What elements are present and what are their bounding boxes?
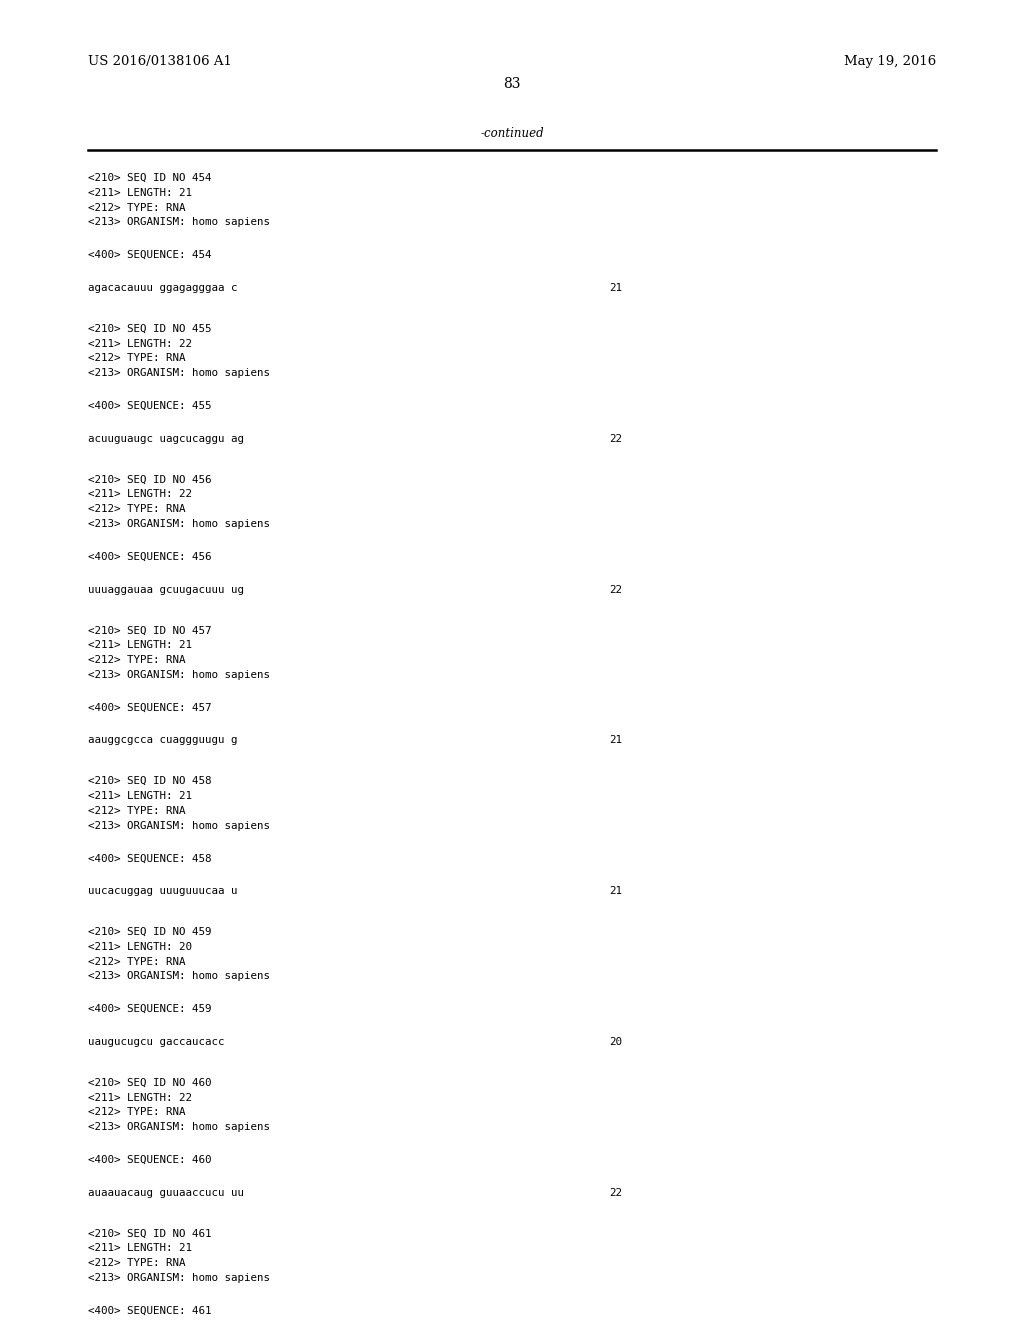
Text: <213> ORGANISM: homo sapiens: <213> ORGANISM: homo sapiens bbox=[88, 519, 270, 529]
Text: <210> SEQ ID NO 457: <210> SEQ ID NO 457 bbox=[88, 626, 212, 635]
Text: <212> TYPE: RNA: <212> TYPE: RNA bbox=[88, 1258, 185, 1269]
Text: <211> LENGTH: 22: <211> LENGTH: 22 bbox=[88, 490, 193, 499]
Text: <400> SEQUENCE: 461: <400> SEQUENCE: 461 bbox=[88, 1305, 212, 1316]
Text: 21: 21 bbox=[609, 735, 623, 746]
Text: <400> SEQUENCE: 457: <400> SEQUENCE: 457 bbox=[88, 702, 212, 713]
Text: <400> SEQUENCE: 459: <400> SEQUENCE: 459 bbox=[88, 1005, 212, 1014]
Text: <213> ORGANISM: homo sapiens: <213> ORGANISM: homo sapiens bbox=[88, 368, 270, 379]
Text: uaugucugcu gaccaucacc: uaugucugcu gaccaucacc bbox=[88, 1038, 224, 1047]
Text: 22: 22 bbox=[609, 1188, 623, 1197]
Text: May 19, 2016: May 19, 2016 bbox=[844, 55, 936, 69]
Text: -continued: -continued bbox=[480, 127, 544, 140]
Text: acuuguaugc uagcucaggu ag: acuuguaugc uagcucaggu ag bbox=[88, 434, 244, 444]
Text: <212> TYPE: RNA: <212> TYPE: RNA bbox=[88, 354, 185, 363]
Text: <213> ORGANISM: homo sapiens: <213> ORGANISM: homo sapiens bbox=[88, 1272, 270, 1283]
Text: uucacuggag uuuguuucaa u: uucacuggag uuuguuucaa u bbox=[88, 886, 238, 896]
Text: 83: 83 bbox=[503, 77, 521, 91]
Text: <211> LENGTH: 22: <211> LENGTH: 22 bbox=[88, 1093, 193, 1102]
Text: <210> SEQ ID NO 460: <210> SEQ ID NO 460 bbox=[88, 1078, 212, 1088]
Text: <211> LENGTH: 21: <211> LENGTH: 21 bbox=[88, 187, 193, 198]
Text: <211> LENGTH: 20: <211> LENGTH: 20 bbox=[88, 941, 193, 952]
Text: <212> TYPE: RNA: <212> TYPE: RNA bbox=[88, 655, 185, 665]
Text: US 2016/0138106 A1: US 2016/0138106 A1 bbox=[88, 55, 231, 69]
Text: <400> SEQUENCE: 455: <400> SEQUENCE: 455 bbox=[88, 401, 212, 411]
Text: <210> SEQ ID NO 461: <210> SEQ ID NO 461 bbox=[88, 1229, 212, 1238]
Text: <211> LENGTH: 21: <211> LENGTH: 21 bbox=[88, 1243, 193, 1254]
Text: <210> SEQ ID NO 456: <210> SEQ ID NO 456 bbox=[88, 475, 212, 484]
Text: <400> SEQUENCE: 454: <400> SEQUENCE: 454 bbox=[88, 251, 212, 260]
Text: <210> SEQ ID NO 454: <210> SEQ ID NO 454 bbox=[88, 173, 212, 183]
Text: 20: 20 bbox=[609, 1038, 623, 1047]
Text: <400> SEQUENCE: 460: <400> SEQUENCE: 460 bbox=[88, 1155, 212, 1166]
Text: aauggcgcca cuaggguugu g: aauggcgcca cuaggguugu g bbox=[88, 735, 238, 746]
Text: 21: 21 bbox=[609, 886, 623, 896]
Text: <212> TYPE: RNA: <212> TYPE: RNA bbox=[88, 805, 185, 816]
Text: <210> SEQ ID NO 458: <210> SEQ ID NO 458 bbox=[88, 776, 212, 787]
Text: <400> SEQUENCE: 458: <400> SEQUENCE: 458 bbox=[88, 854, 212, 863]
Text: auaauacaug guuaaccucu uu: auaauacaug guuaaccucu uu bbox=[88, 1188, 244, 1197]
Text: <213> ORGANISM: homo sapiens: <213> ORGANISM: homo sapiens bbox=[88, 1122, 270, 1133]
Text: <210> SEQ ID NO 459: <210> SEQ ID NO 459 bbox=[88, 927, 212, 937]
Text: <213> ORGANISM: homo sapiens: <213> ORGANISM: homo sapiens bbox=[88, 821, 270, 830]
Text: <213> ORGANISM: homo sapiens: <213> ORGANISM: homo sapiens bbox=[88, 218, 270, 227]
Text: <400> SEQUENCE: 456: <400> SEQUENCE: 456 bbox=[88, 552, 212, 562]
Text: <212> TYPE: RNA: <212> TYPE: RNA bbox=[88, 957, 185, 966]
Text: <212> TYPE: RNA: <212> TYPE: RNA bbox=[88, 1107, 185, 1118]
Text: <211> LENGTH: 21: <211> LENGTH: 21 bbox=[88, 640, 193, 651]
Text: 22: 22 bbox=[609, 585, 623, 594]
Text: <210> SEQ ID NO 455: <210> SEQ ID NO 455 bbox=[88, 323, 212, 334]
Text: <212> TYPE: RNA: <212> TYPE: RNA bbox=[88, 202, 185, 213]
Text: <211> LENGTH: 21: <211> LENGTH: 21 bbox=[88, 791, 193, 801]
Text: <213> ORGANISM: homo sapiens: <213> ORGANISM: homo sapiens bbox=[88, 669, 270, 680]
Text: <212> TYPE: RNA: <212> TYPE: RNA bbox=[88, 504, 185, 515]
Text: 22: 22 bbox=[609, 434, 623, 444]
Text: uuuaggauaa gcuugacuuu ug: uuuaggauaa gcuugacuuu ug bbox=[88, 585, 244, 594]
Text: <213> ORGANISM: homo sapiens: <213> ORGANISM: homo sapiens bbox=[88, 972, 270, 981]
Text: <211> LENGTH: 22: <211> LENGTH: 22 bbox=[88, 339, 193, 348]
Text: agacacauuu ggagagggaa c: agacacauuu ggagagggaa c bbox=[88, 282, 238, 293]
Text: 21: 21 bbox=[609, 282, 623, 293]
